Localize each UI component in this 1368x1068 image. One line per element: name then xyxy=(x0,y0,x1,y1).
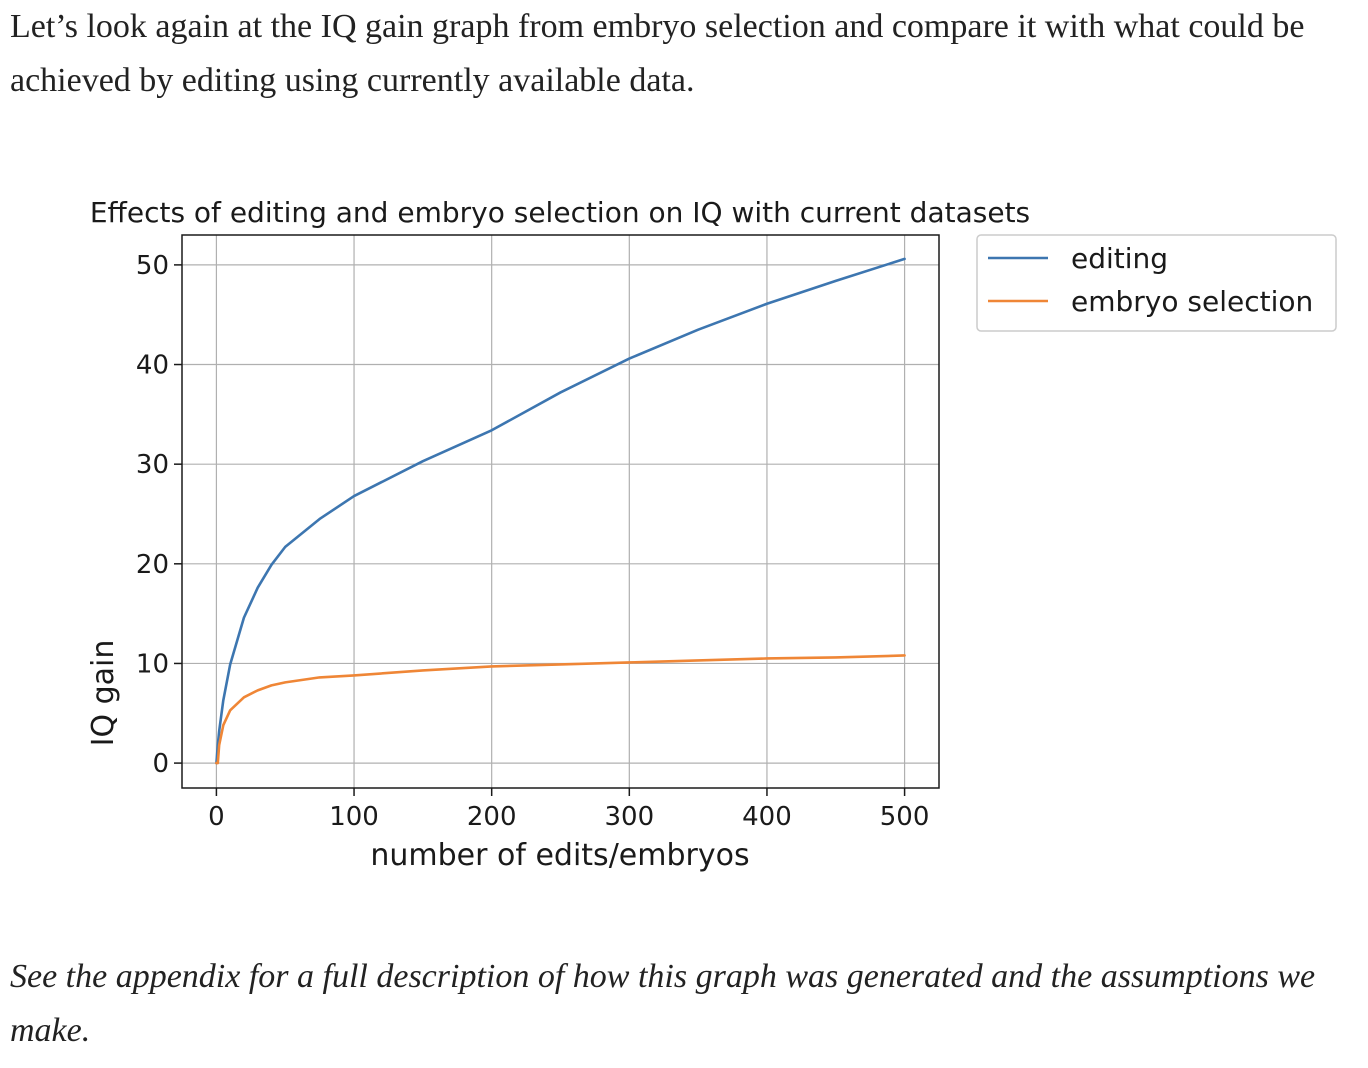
legend-frame xyxy=(976,234,1337,332)
y-tick-label: 30 xyxy=(136,450,169,480)
intro-paragraph: Let’s look again at the IQ gain graph fr… xyxy=(10,8,1305,99)
x-axis-label: number of edits/embryos xyxy=(370,838,749,873)
y-tick-label: 40 xyxy=(136,351,169,381)
series-line-embryo-selection xyxy=(215,654,906,765)
iq-gain-chart: Effects of editing and embryo selection … xyxy=(86,196,1337,873)
x-tick-label: 0 xyxy=(208,802,225,832)
legend: editing embryo selection xyxy=(976,234,1337,332)
x-tick-label: 300 xyxy=(604,802,654,832)
legend-label-editing: editing xyxy=(1071,242,1168,275)
legend-label-embryo-selection: embryo selection xyxy=(1071,285,1313,318)
y-tick-label: 10 xyxy=(136,649,169,679)
y-axis-label: IQ gain xyxy=(86,640,121,747)
x-tick-label: 400 xyxy=(742,802,792,832)
y-tick-label: 0 xyxy=(152,749,169,779)
axis-ticks: 0 100 200 300 400 500 0 10 20 30 40 50 xyxy=(136,251,930,832)
plot-frame xyxy=(181,234,940,789)
y-tick-label: 50 xyxy=(136,251,169,281)
x-tick-label: 500 xyxy=(880,802,930,832)
x-tick-label: 100 xyxy=(329,802,379,832)
chart-figure: Effects of editing and embryo selection … xyxy=(0,180,1368,900)
series-line-editing xyxy=(215,257,906,765)
figure-caption: See the appendix for a full description … xyxy=(10,958,1316,1049)
series-lines xyxy=(215,257,906,765)
x-tick-label: 200 xyxy=(467,802,517,832)
y-tick-label: 20 xyxy=(136,550,169,580)
grid-lines xyxy=(182,235,939,788)
chart-title: Effects of editing and embryo selection … xyxy=(90,196,1030,229)
